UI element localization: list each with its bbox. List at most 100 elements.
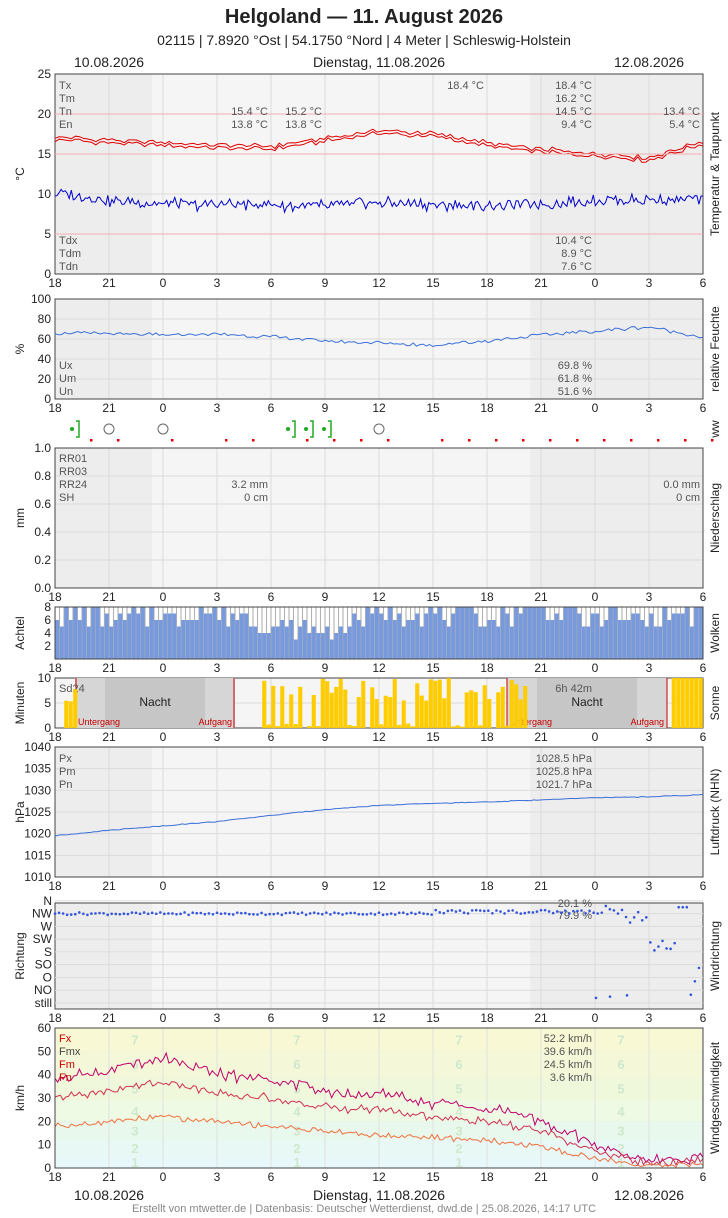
precip-xtick: 21 <box>534 590 548 604</box>
clouds-ylabel: Achtel <box>13 616 27 649</box>
cloud-bar <box>64 607 69 659</box>
winddir-point <box>564 909 567 912</box>
pressure-line <box>54 793 704 837</box>
beaufort-label: 5 <box>617 1082 624 1097</box>
winddir-point <box>325 911 328 914</box>
temp-day1-en: 13.8 °C <box>231 119 268 131</box>
winddir-point <box>284 911 288 915</box>
sun-bar <box>289 694 294 728</box>
winddir-point <box>187 913 190 917</box>
windspeed-xtick: 9 <box>322 1170 329 1184</box>
winddir-point <box>389 912 393 915</box>
precip-ytick: 0.2 <box>34 553 51 567</box>
date-left: 10.08.2026 <box>74 54 145 70</box>
ww-drizzle-dot <box>70 427 74 431</box>
beaufort-label: 1 <box>455 1155 462 1170</box>
precip-xtick: 15 <box>426 590 440 604</box>
humidity-xtick: 6 <box>700 401 707 415</box>
cloud-bar <box>595 613 600 659</box>
pressure-ylabel: hPa <box>13 801 27 823</box>
pressure-legend-pm: Pm <box>59 766 76 778</box>
ww-dot-red <box>495 439 498 442</box>
dew-tdx: 10.4 °C <box>555 235 592 247</box>
winddir-xtick: 6 <box>268 1011 275 1025</box>
sun-bar <box>460 726 465 728</box>
precip-side-label: Niederschlag <box>708 483 722 553</box>
temp-tn-col2: 15.2 °C <box>285 106 322 118</box>
sun-bar <box>473 692 478 728</box>
winddir-point <box>519 912 523 915</box>
pressure-ytick: 1015 <box>24 848 51 862</box>
cloud-bar <box>505 613 510 659</box>
winddir-point <box>321 912 324 916</box>
cloud-bar <box>163 613 168 659</box>
sun-bar <box>514 684 519 728</box>
precip-legend-rr01: RR01 <box>59 453 87 465</box>
windspeed-ytick: 10 <box>38 1138 52 1152</box>
winddir-point <box>531 911 535 914</box>
sun-bar <box>496 692 501 728</box>
cloud-bar <box>671 613 676 659</box>
cloud-bar <box>415 613 420 659</box>
clouds-xtick: 3 <box>646 661 653 675</box>
pressure-pm: 1025.8 hPa <box>536 766 593 778</box>
precip-day2-rr24: 0.0 mm <box>663 479 700 491</box>
winddir-point <box>543 908 547 912</box>
winddir-point <box>466 912 470 915</box>
ww-dot-red <box>90 439 93 442</box>
precip-ytick: 0.0 <box>34 581 51 595</box>
cloud-bar <box>86 626 91 659</box>
cloud-bar <box>509 626 514 659</box>
winddir-point <box>260 911 263 915</box>
cloud-bar <box>653 626 658 659</box>
winddir-point <box>227 912 231 916</box>
winddir-point <box>126 912 130 916</box>
sun-bar <box>352 726 357 728</box>
cloud-bar <box>590 613 595 659</box>
winddir-point <box>138 912 142 916</box>
winddir-point <box>118 912 122 916</box>
temp-xtick: 0 <box>592 276 599 290</box>
winddir-point <box>661 939 664 943</box>
cloud-bar <box>172 613 177 659</box>
temp-xtick: 12 <box>372 276 386 290</box>
sun-xtick: 0 <box>592 730 599 744</box>
winddir-point <box>65 913 69 917</box>
winddir-point <box>580 909 583 912</box>
ww-dot-red <box>576 439 579 442</box>
beaufort-label: 2 <box>293 1141 300 1156</box>
temp-xtick: 0 <box>160 276 167 290</box>
cloud-bar <box>527 607 532 659</box>
sun-bar <box>262 680 267 728</box>
dew-legend-tdx: Tdx <box>59 235 78 247</box>
winddir-point <box>442 911 446 915</box>
sun-sunrise-1: Aufgang <box>198 717 232 727</box>
cloud-bar <box>442 620 447 659</box>
cloud-bar <box>626 620 631 659</box>
pressure-xtick: 18 <box>48 879 62 893</box>
beaufort-label: 1 <box>131 1155 138 1170</box>
sun-bar <box>446 678 451 728</box>
cloud-bar <box>235 620 240 659</box>
ww-side-label: ww <box>708 420 722 439</box>
temp-night-band <box>55 74 153 274</box>
sun-bar <box>275 726 280 728</box>
sun-bar <box>487 699 492 728</box>
winddir-stat2: 79.9 % <box>558 910 592 922</box>
winddir-ytick: W <box>41 919 53 933</box>
cloud-bar <box>131 607 136 659</box>
winddir-point <box>608 907 612 911</box>
cloud-bar <box>356 620 361 659</box>
winddir-night-band <box>55 903 153 1009</box>
winddir-point <box>462 911 466 915</box>
cloud-bar <box>185 620 190 659</box>
cloud-bar <box>284 626 289 659</box>
sun-bar <box>419 695 424 728</box>
cloud-bar <box>694 607 699 659</box>
temp-en-col2: 13.8 °C <box>285 119 322 131</box>
humidity-night-band <box>530 299 703 399</box>
temp-line-tm <box>54 131 704 163</box>
beaufort-label: 7 <box>617 1033 624 1048</box>
winddir-point <box>600 911 604 914</box>
windspeed-xtick: 0 <box>160 1170 167 1184</box>
